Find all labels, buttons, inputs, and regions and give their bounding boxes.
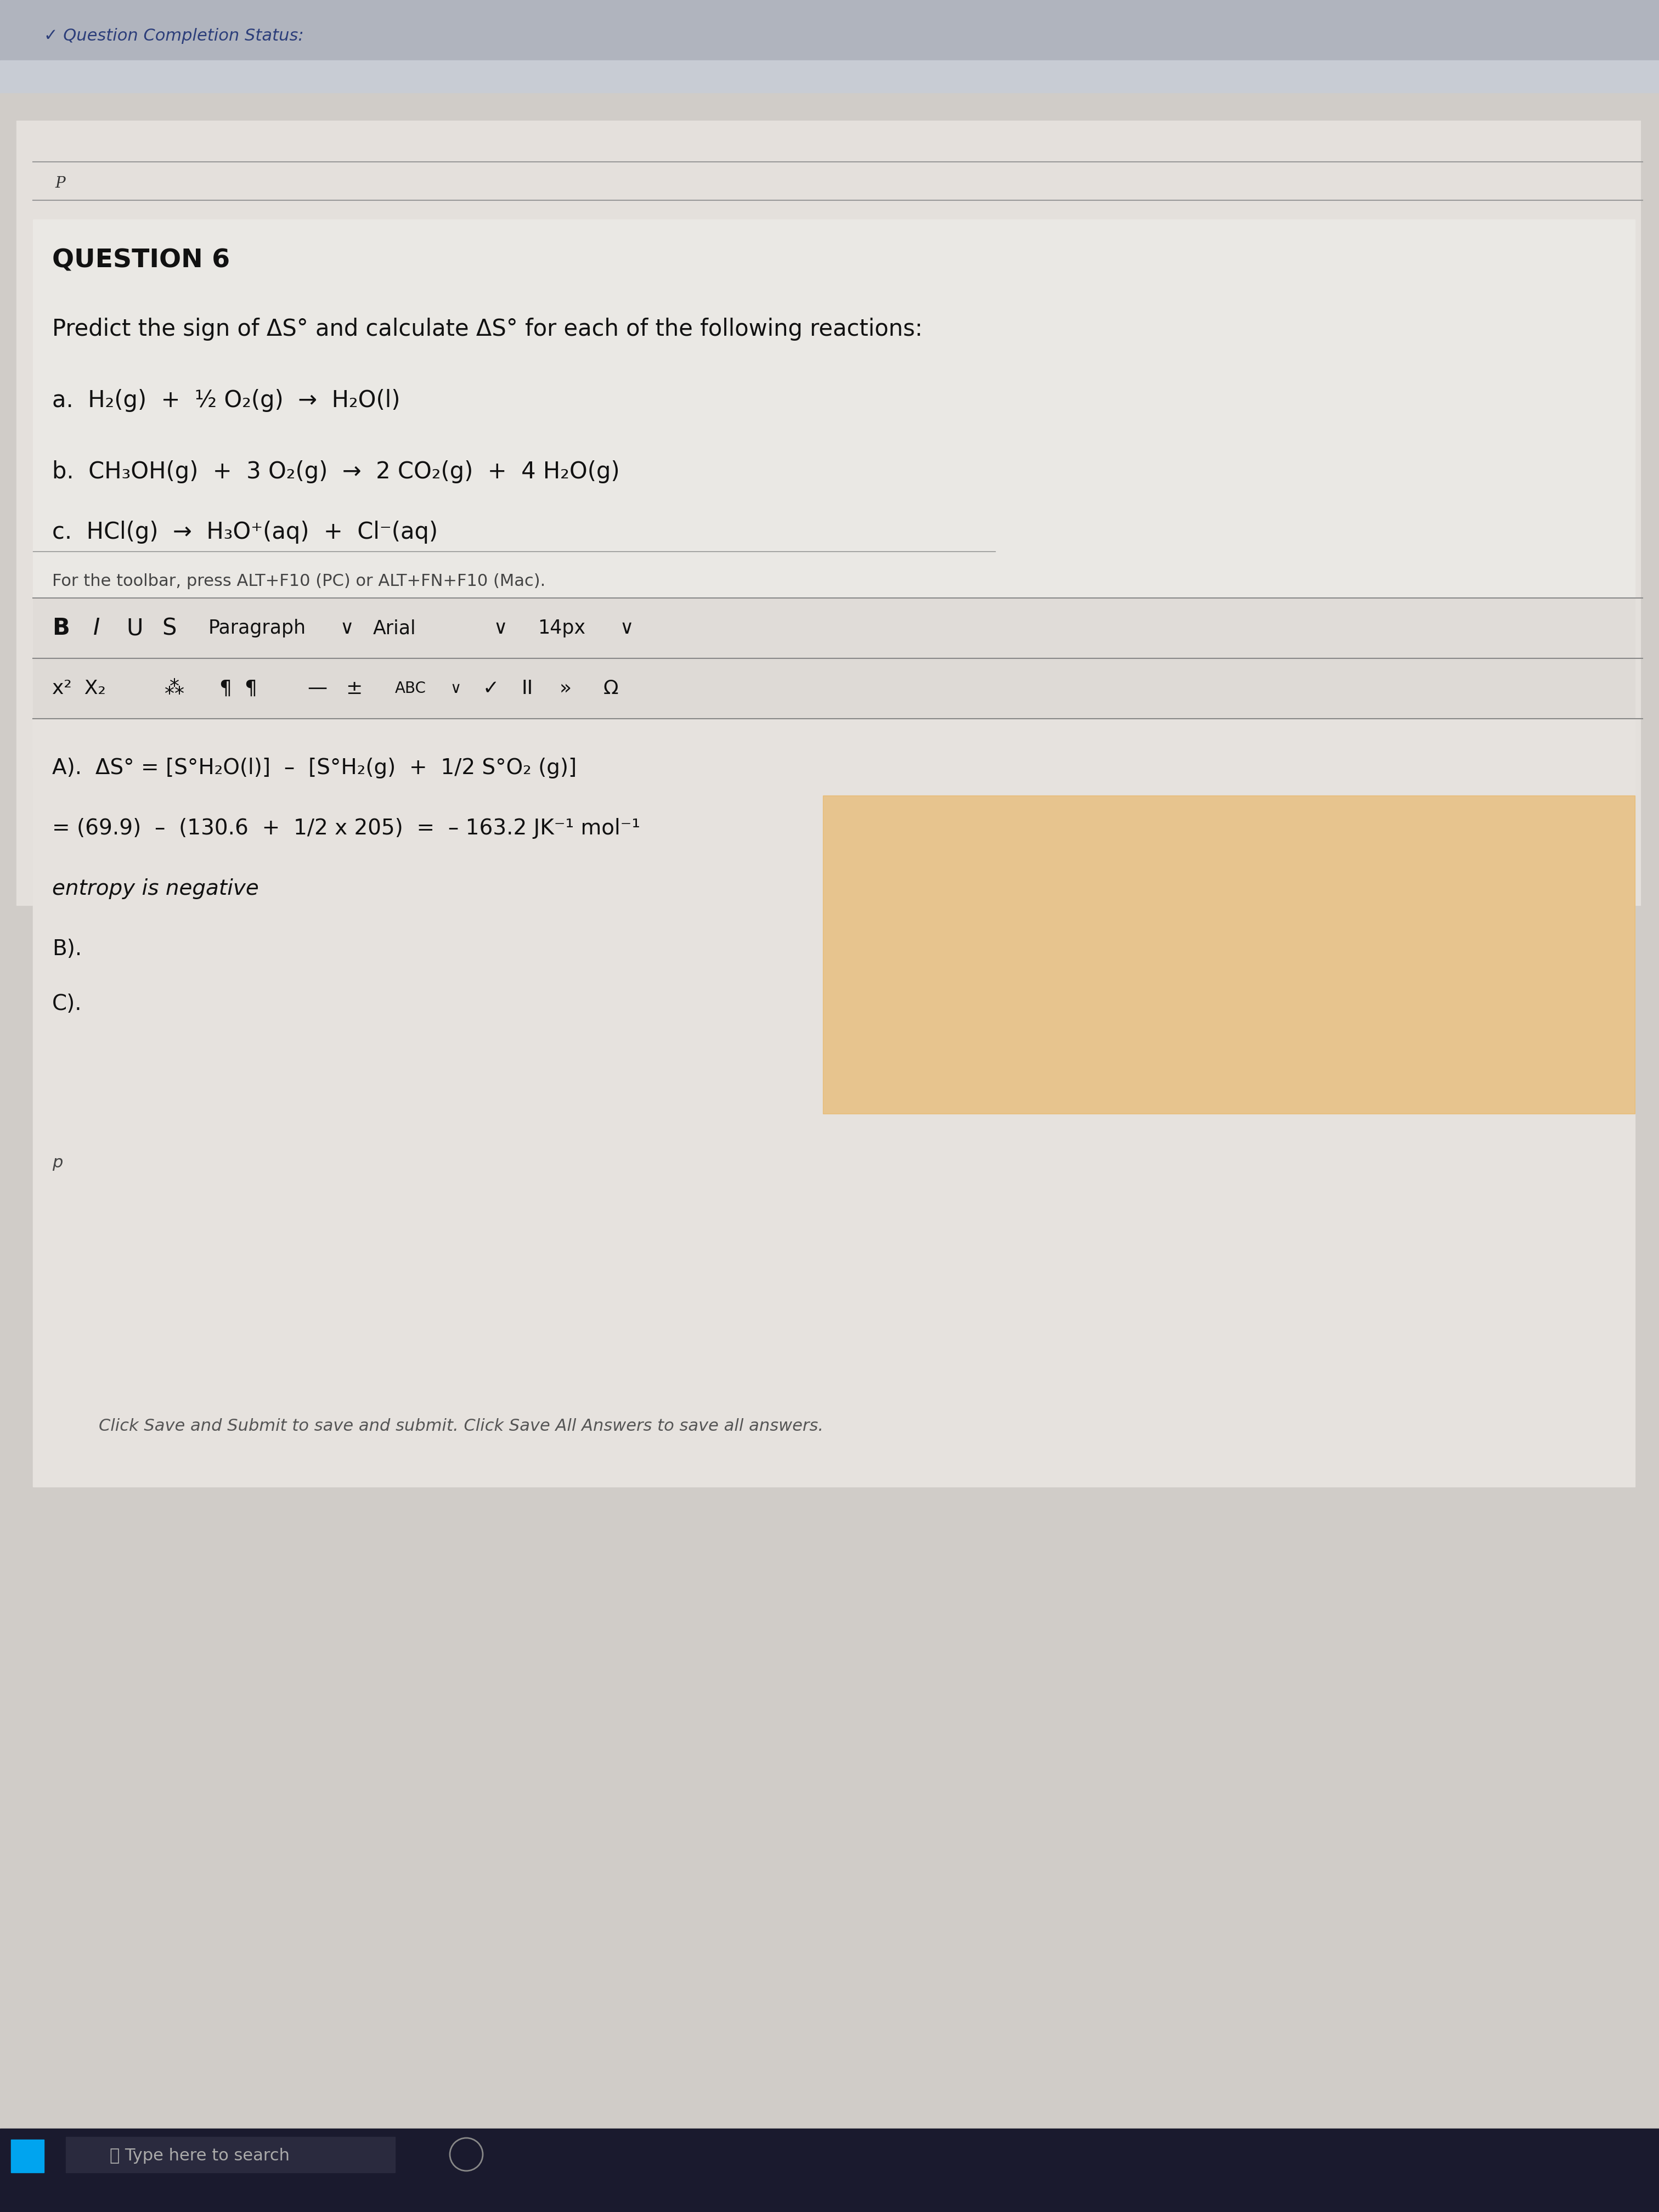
Text: QUESTION 6: QUESTION 6 [51,248,231,272]
Text: —: — [307,679,327,697]
Text: A).  ΔS° = [S°H₂O(l)]  –  [S°H₂(g)  +  1/2 S°O₂ (g)]: A). ΔS° = [S°H₂O(l)] – [S°H₂(g) + 1/2 S°… [51,759,577,779]
Bar [0,60,1659,93]
Bar [33,659,1634,719]
Text: a.  H₂(g)  +  ½ O₂(g)  →  H₂O(l): a. H₂(g) + ½ O₂(g) → H₂O(l) [51,389,400,411]
Text: ⁂: ⁂ [164,679,184,697]
Text: Paragraph: Paragraph [209,619,307,637]
Text: = (69.9)  –  (130.6  +  1/2 x 205)  =  – 163.2 JK⁻¹ mol⁻¹: = (69.9) – (130.6 + 1/2 x 205) = – 163.2… [51,818,640,838]
Text: Ω: Ω [604,679,619,697]
Text: ±: ± [345,679,362,697]
Text: »: » [559,679,572,697]
Bar [12,2139,43,2172]
Bar [0,2128,1659,2212]
Text: ¶  ¶: ¶ ¶ [219,679,257,697]
Text: ∨: ∨ [450,681,461,697]
Text: For the toolbar, press ALT+F10 (PC) or ALT+FN+F10 (Mac).: For the toolbar, press ALT+F10 (PC) or A… [51,573,546,588]
Text: c.  HCl(g)  →  H₃O⁺(aq)  +  Cl⁻(aq): c. HCl(g) → H₃O⁺(aq) + Cl⁻(aq) [51,520,438,544]
Bar [66,2137,395,2172]
Text: p: p [51,1155,63,1170]
Text: ✓ Question Completion Status:: ✓ Question Completion Status: [43,29,304,44]
Text: Predict the sign of ΔS° and calculate ΔS° for each of the following reactions:: Predict the sign of ΔS° and calculate ΔS… [51,319,922,341]
Text: x²  X₂: x² X₂ [51,679,106,697]
Text: P: P [55,177,65,190]
Bar [33,219,1634,768]
Text: U: U [126,617,143,639]
Text: Click Save and Submit to save and submit. Click Save All Answers to save all ans: Click Save and Submit to save and submit… [100,1418,823,1433]
Text: b.  CH₃OH(g)  +  3 O₂(g)  →  2 CO₂(g)  +  4 H₂O(g): b. CH₃OH(g) + 3 O₂(g) → 2 CO₂(g) + 4 H₂O… [51,460,620,484]
Text: S: S [163,617,176,639]
Text: ∨: ∨ [620,619,634,637]
Text: B: B [51,617,70,639]
Bar [0,2128,1659,2212]
Bar [17,122,1641,905]
Text: C).: C). [51,993,81,1015]
Bar [823,796,1634,1113]
Bar [33,597,1634,659]
Text: B).: B). [51,938,81,960]
Text: ∨: ∨ [340,619,353,637]
Text: ΙΙ: ΙΙ [521,679,533,697]
Text: entropy is negative: entropy is negative [51,878,259,898]
Text: ∨: ∨ [494,619,508,637]
Text: Arial: Arial [373,619,416,637]
Text: I: I [93,617,100,639]
Bar [33,719,1634,1486]
Text: ABC: ABC [395,681,426,697]
Text: ✓: ✓ [483,679,499,697]
Bar [0,0,1659,60]
Text: 🔍 Type here to search: 🔍 Type here to search [109,2148,290,2163]
Text: 14px: 14px [538,619,586,637]
